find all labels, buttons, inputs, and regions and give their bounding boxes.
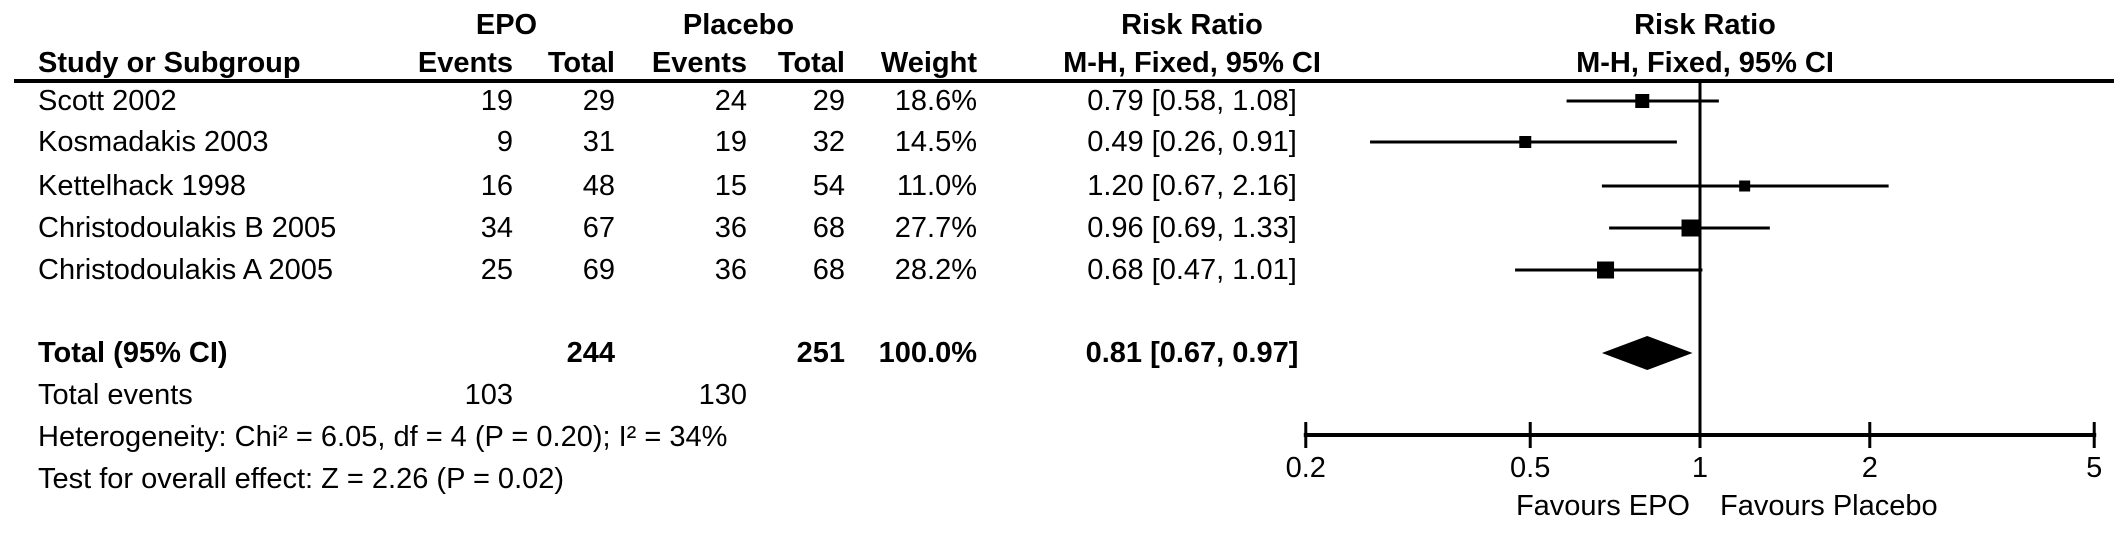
tick-label: 2 [1861, 452, 1878, 484]
study-name: Scott 2002 [38, 85, 177, 117]
total-row: Total (95% CI) 244 251 100.0% 0.81 [0.67… [0, 336, 2126, 370]
header-rule [14, 79, 2114, 83]
table-row: Kosmadakis 2003 9 31 19 32 14.5% 0.49 [0.26, 0… [0, 125, 2126, 159]
placebo-events: 36 [714, 254, 747, 286]
epo-events: 19 [480, 85, 513, 117]
total-events-epo: 103 [464, 379, 513, 411]
pooled-diamond [1601, 336, 1693, 370]
epo-total: 31 [582, 126, 615, 158]
study-name: Christodoulakis B 2005 [38, 212, 337, 244]
study-name: Kosmadakis 2003 [38, 126, 269, 158]
ci-text: 0.79 [0.58, 1.08] [1087, 85, 1297, 117]
table-row: Scott 2002 19 29 24 29 18.6% 0.79 [0.58, 1.08] [0, 84, 2126, 118]
total-weight: 100.0% [878, 337, 977, 369]
placebo-total: 29 [812, 85, 845, 117]
total-placebo-total: 251 [796, 337, 845, 369]
placebo-total: 32 [812, 126, 845, 158]
favours-right-label: Favours Placebo [1720, 490, 1938, 522]
weight-header: Weight [880, 47, 977, 79]
weight-value: 18.6% [894, 85, 977, 117]
epo-total-header: Total [547, 47, 615, 79]
weight-value: 27.7% [894, 212, 977, 244]
epo-total: 69 [582, 254, 615, 286]
placebo-total-header: Total [777, 47, 845, 79]
epo-events: 34 [480, 212, 513, 244]
effect-square [1519, 136, 1532, 148]
method-header-plot: M-H, Fixed, 95% CI [1576, 47, 1834, 79]
placebo-total: 68 [812, 254, 845, 286]
epo-events-header: Events [417, 47, 513, 79]
table-row: Christodoulakis A 2005 25 69 36 68 28.2% 0.68 … [0, 253, 2126, 287]
weight-value: 14.5% [894, 126, 977, 158]
tick-label: 5 [2086, 452, 2103, 484]
method-header-column: M-H, Fixed, 95% CI [1063, 47, 1321, 79]
placebo-total: 54 [812, 170, 845, 202]
epo-total: 67 [582, 212, 615, 244]
header-row-columns: Study or Subgroup Events Total Events To… [0, 46, 2126, 80]
epo-total: 48 [582, 170, 615, 202]
study-name: Christodoulakis A 2005 [38, 254, 334, 286]
ci-text: 1.20 [0.67, 2.16] [1087, 170, 1297, 202]
total-events-row: Total events 103 130 [0, 378, 2126, 412]
ci-text: 0.68 [0.47, 1.01] [1087, 254, 1297, 286]
effect-title-plot: Risk Ratio [1634, 9, 1776, 41]
group2-header: Placebo [682, 9, 795, 41]
placebo-events: 24 [714, 85, 747, 117]
placebo-events: 15 [714, 170, 747, 202]
total-events-label: Total events [38, 379, 193, 411]
table-row: Christodoulakis B 2005 34 67 36 68 27.7% 0.96 … [0, 211, 2126, 245]
total-events-placebo: 130 [698, 379, 747, 411]
ci-text: 0.96 [0.69, 1.33] [1087, 212, 1297, 244]
placebo-events-header: Events [651, 47, 747, 79]
tick-label: 1 [1691, 452, 1709, 484]
group1-header: EPO [475, 9, 538, 41]
effect-square [1739, 180, 1751, 192]
placebo-total: 68 [812, 212, 845, 244]
epo-events: 25 [480, 254, 513, 286]
effect-square [1635, 94, 1650, 108]
overall-effect-text: Test for overall effect: Z = 2.26 (P = 0… [38, 463, 565, 495]
header-row-groups: EPO Placebo Risk Ratio Risk Ratio [0, 8, 2126, 42]
tick-label: 0.2 [1285, 452, 1326, 484]
favours-left-label: Favours EPO [1515, 490, 1690, 522]
total-ci-text: 0.81 [0.67, 0.97] [1085, 337, 1299, 369]
study-name: Kettelhack 1998 [38, 170, 246, 202]
placebo-events: 36 [714, 212, 747, 244]
effect-square [1597, 261, 1615, 279]
placebo-events: 19 [714, 126, 747, 158]
study-column-header: Study or Subgroup [38, 47, 301, 79]
epo-events: 16 [480, 170, 513, 202]
tick-label: 0.5 [1510, 452, 1551, 484]
effect-square [1681, 219, 1699, 237]
heterogeneity-row: Heterogeneity: Chi² = 6.05, df = 4 (P = … [0, 420, 2126, 454]
ci-text: 0.49 [0.26, 0.91] [1087, 126, 1297, 158]
weight-value: 28.2% [894, 254, 977, 286]
epo-events: 9 [496, 126, 513, 158]
epo-total: 29 [582, 85, 615, 117]
heterogeneity-text: Heterogeneity: Chi² = 6.05, df = 4 (P = … [38, 421, 728, 453]
weight-value: 11.0% [896, 170, 977, 202]
total-label: Total (95% CI) [38, 337, 228, 369]
overall-effect-row: Test for overall effect: Z = 2.26 (P = 0… [0, 462, 2126, 496]
total-epo-total: 244 [566, 337, 615, 369]
table-row: Kettelhack 1998 16 48 15 54 11.0% 1.20 [0.67, … [0, 169, 2126, 203]
effect-title-column: Risk Ratio [1121, 9, 1263, 41]
